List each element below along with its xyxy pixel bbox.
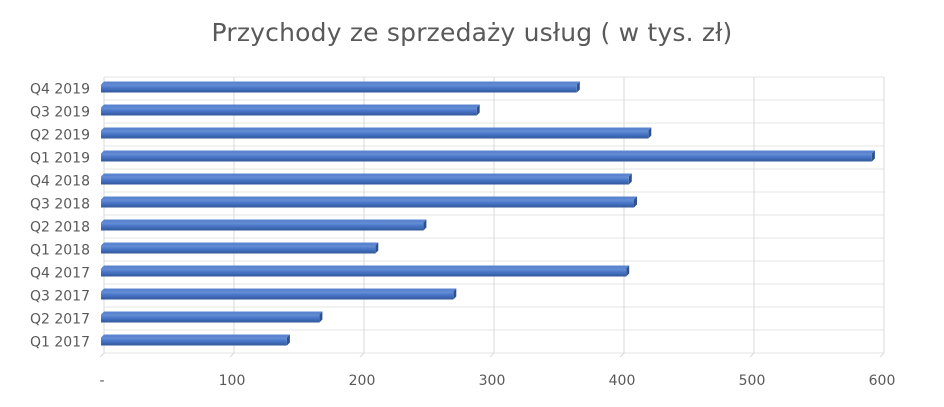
value-tick-label: 500 (739, 373, 766, 389)
value-tick-label: 600 (869, 373, 896, 389)
gridline-depth (229, 352, 235, 358)
bar-side-face (628, 173, 632, 185)
bar-top-face (101, 104, 480, 108)
bar-front-face (101, 291, 454, 300)
value-tick-label: - (99, 373, 104, 389)
bar-front-face (101, 245, 376, 254)
category-label: Q2 2019 (30, 128, 90, 144)
value-axis-labels: - 100 200 300 400 500 600 (99, 373, 895, 389)
bar (101, 196, 637, 208)
bar-front-face (101, 268, 627, 277)
value-tick-label: 300 (479, 373, 506, 389)
category-label: Q3 2017 (30, 289, 90, 305)
bar (101, 81, 580, 93)
bar-top-face (101, 196, 637, 200)
category-axis-labels: Q1 2017 Q2 2017 Q3 2017 Q4 2017 Q1 2018 Q2 20… (30, 82, 90, 351)
bar-front-face (101, 153, 872, 162)
category-label: Q2 2018 (30, 220, 90, 236)
gridline-depth (749, 352, 755, 358)
value-tick-label: 400 (609, 373, 636, 389)
bar (101, 127, 652, 139)
bar-top-face (101, 242, 379, 246)
bar (101, 173, 632, 185)
bar-side-face (626, 265, 630, 277)
category-label: Q4 2017 (30, 266, 90, 282)
bar-top-face (101, 265, 630, 269)
bar-side-face (476, 104, 480, 116)
bar-front-face (101, 107, 477, 116)
category-label: Q3 2019 (30, 105, 90, 121)
bar-front-face (101, 176, 629, 185)
chart-title: Przychody ze sprzedaży usług ( w tys. zł… (211, 18, 733, 47)
bar-front-face (101, 199, 634, 208)
bars (101, 81, 875, 346)
gridline-depth (489, 352, 495, 358)
category-label: Q3 2018 (30, 197, 90, 213)
bar-side-face (319, 311, 323, 323)
category-label: Q4 2018 (30, 174, 90, 190)
category-label: Q1 2017 (30, 335, 90, 351)
bar-side-face (423, 219, 427, 231)
bar (101, 334, 290, 346)
bar-top-face (101, 219, 427, 223)
bar (101, 311, 323, 323)
gridline-depth (359, 352, 365, 358)
bar-front-face (101, 314, 320, 323)
category-label: Q4 2019 (30, 82, 90, 98)
bar-side-face (286, 334, 290, 346)
gridline-depth (619, 352, 625, 358)
category-label: Q1 2019 (30, 151, 90, 167)
bar-side-face (871, 150, 875, 162)
bar (101, 288, 457, 300)
value-tick-label: 200 (349, 373, 376, 389)
bar (101, 219, 427, 231)
bar-side-face (576, 81, 580, 93)
value-tick-label: 100 (219, 373, 246, 389)
bar-top-face (101, 127, 652, 131)
bar-top-face (101, 150, 875, 154)
bar-top-face (101, 288, 457, 292)
bar (101, 104, 480, 116)
bar-front-face (101, 84, 577, 93)
category-label: Q1 2018 (30, 243, 90, 259)
bar-front-face (101, 222, 424, 231)
gridline-depth (879, 352, 885, 358)
bar (101, 150, 875, 162)
category-label: Q2 2017 (30, 312, 90, 328)
bar-side-face (453, 288, 457, 300)
bar-top-face (101, 81, 580, 85)
bar-side-face (634, 196, 637, 208)
gridlines (99, 76, 885, 358)
bar-front-face (101, 130, 649, 139)
bar (101, 265, 630, 277)
bar-top-face (101, 173, 632, 177)
bar-top-face (101, 334, 290, 338)
bar (101, 242, 379, 254)
bar-front-face (101, 337, 287, 346)
bar-side-face (648, 127, 652, 139)
bar-top-face (101, 311, 323, 315)
bar-side-face (375, 242, 379, 254)
gridline-depth (99, 352, 105, 358)
